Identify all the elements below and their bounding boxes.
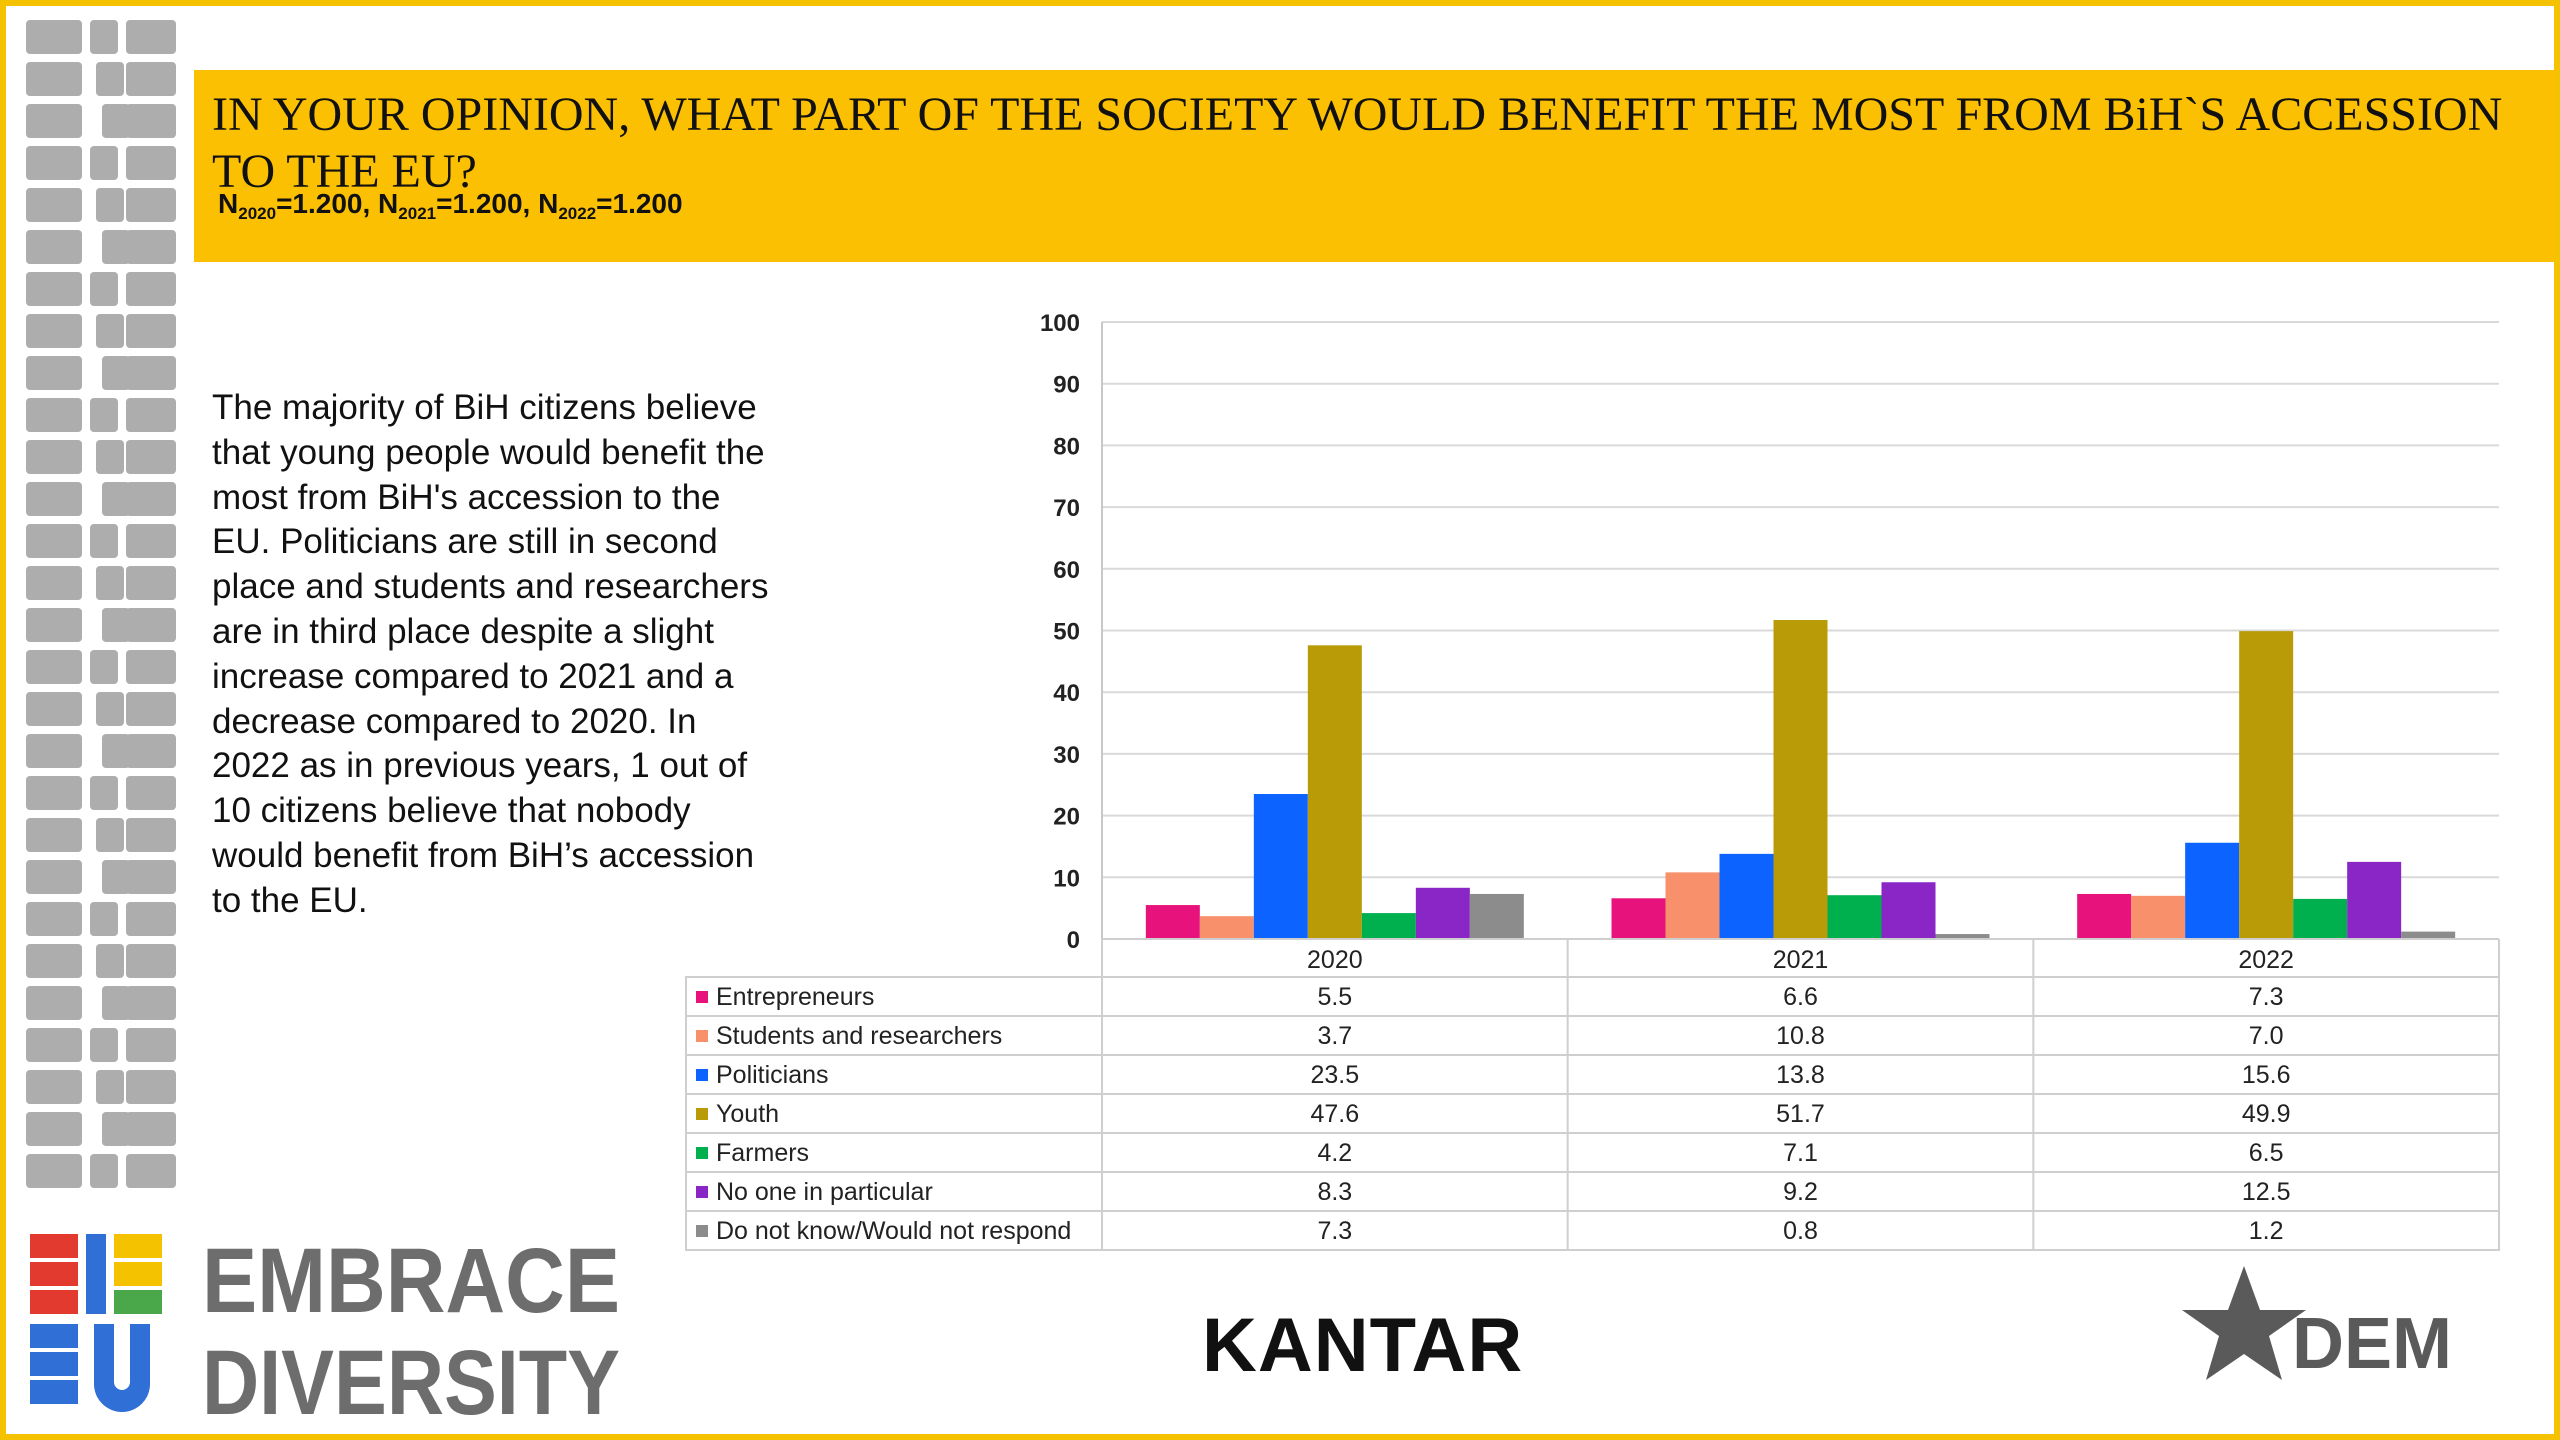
data-label: 0.8 bbox=[1783, 1217, 1818, 1245]
legend-label: Youth bbox=[716, 1100, 779, 1128]
data-label: 13.8 bbox=[1776, 1061, 1825, 1089]
title-banner: IN YOUR OPINION, WHAT PART OF THE SOCIET… bbox=[194, 70, 2554, 262]
legend-label: No one in particular bbox=[716, 1178, 933, 1206]
data-label: 7.0 bbox=[2249, 1022, 2284, 1050]
embrace-logo-line2: DIVERSITY bbox=[202, 1332, 620, 1424]
data-label: 6.6 bbox=[1783, 983, 1818, 1011]
bar bbox=[1611, 898, 1666, 939]
data-label: 51.7 bbox=[1776, 1100, 1825, 1128]
legend-label: Farmers bbox=[716, 1139, 809, 1167]
y-tick-label: 70 bbox=[1053, 495, 1080, 522]
legend-swatch bbox=[696, 1147, 708, 1159]
sample-n-2020: N2020=1.200, bbox=[218, 188, 379, 223]
bar bbox=[2185, 842, 2240, 939]
bar bbox=[1935, 934, 1990, 939]
bar bbox=[2239, 631, 2294, 939]
y-tick-label: 10 bbox=[1053, 865, 1080, 892]
y-tick-label: 40 bbox=[1053, 680, 1080, 707]
bar bbox=[1881, 882, 1936, 939]
y-tick-label: 30 bbox=[1053, 742, 1080, 769]
bar bbox=[1773, 620, 1828, 939]
bar bbox=[2077, 893, 2132, 939]
legend-label: Politicians bbox=[716, 1061, 829, 1089]
dem-star-icon bbox=[2182, 1266, 2306, 1380]
data-label: 15.6 bbox=[2242, 1061, 2291, 1089]
sample-size-note: N2020=1.200, N2021=1.200, N2022=1.200 bbox=[218, 188, 683, 224]
legend-swatch bbox=[696, 1030, 708, 1042]
x-category-label: 2022 bbox=[2238, 946, 2294, 974]
bar bbox=[1361, 913, 1416, 939]
bar bbox=[2293, 898, 2348, 939]
legend-label: Entrepreneurs bbox=[716, 983, 874, 1011]
bar bbox=[2131, 895, 2186, 939]
bar bbox=[1719, 853, 1774, 939]
kantar-logo: KANTAR bbox=[1202, 1303, 1524, 1388]
data-label: 4.2 bbox=[1317, 1139, 1352, 1167]
bar bbox=[1469, 893, 1524, 939]
y-tick-label: 80 bbox=[1053, 433, 1080, 460]
page-title: IN YOUR OPINION, WHAT PART OF THE SOCIET… bbox=[212, 88, 2503, 198]
data-label: 8.3 bbox=[1317, 1178, 1352, 1206]
data-label: 47.6 bbox=[1310, 1100, 1359, 1128]
legend-label: Do not know/Would not respond bbox=[716, 1217, 1071, 1245]
data-table-border bbox=[685, 976, 2500, 1251]
data-label: 7.3 bbox=[1317, 1217, 1352, 1245]
data-label: 49.9 bbox=[2242, 1100, 2291, 1128]
bar bbox=[1253, 794, 1308, 939]
description-text: The majority of BiH citizens believe tha… bbox=[212, 388, 769, 920]
data-label: 9.2 bbox=[1783, 1178, 1818, 1206]
x-category-label: 2021 bbox=[1773, 946, 1829, 974]
bar bbox=[1307, 645, 1362, 939]
legend-swatch bbox=[696, 1225, 708, 1237]
y-tick-label: 0 bbox=[1067, 927, 1080, 954]
bar bbox=[1415, 887, 1470, 939]
legend-label: Students and researchers bbox=[716, 1022, 1002, 1050]
data-label: 7.3 bbox=[2249, 983, 2284, 1011]
y-tick-label: 100 bbox=[1040, 310, 1080, 337]
embrace-diversity-logo: EMBRACE DIVERSITY bbox=[30, 1230, 620, 1424]
bar-chart: 0 10 20 30 40 50 60 70 80 90 100 2020 2021 2022 Entrep… bbox=[685, 310, 2500, 1251]
embrace-logo-line1: EMBRACE bbox=[202, 1230, 620, 1332]
sample-n-2021: N2021=1.200, bbox=[378, 188, 539, 223]
sample-n-2022: N2022=1.200 bbox=[538, 188, 683, 223]
legend-swatch bbox=[696, 1108, 708, 1120]
bar bbox=[1199, 916, 1254, 939]
data-label: 3.7 bbox=[1317, 1022, 1352, 1050]
data-label: 10.8 bbox=[1776, 1022, 1825, 1050]
legend-swatch bbox=[696, 1069, 708, 1081]
y-tick-label: 50 bbox=[1053, 619, 1080, 646]
x-category-label: 2020 bbox=[1307, 946, 1363, 974]
data-label: 23.5 bbox=[1310, 1061, 1359, 1089]
bar bbox=[1827, 895, 1882, 939]
brand-pattern-strip bbox=[26, 20, 176, 1188]
dem-logo: DEM bbox=[2182, 1266, 2452, 1384]
bieu-logo-mark bbox=[30, 1234, 162, 1412]
data-label: 1.2 bbox=[2249, 1217, 2284, 1245]
data-label: 7.1 bbox=[1783, 1139, 1818, 1167]
y-tick-label: 20 bbox=[1053, 804, 1080, 831]
data-label: 12.5 bbox=[2242, 1178, 2291, 1206]
bar bbox=[1665, 872, 1720, 939]
bar bbox=[2401, 931, 2456, 939]
y-tick-label: 90 bbox=[1053, 372, 1080, 399]
dem-logo-text: DEM bbox=[2292, 1304, 2452, 1384]
legend-swatch bbox=[696, 991, 708, 1003]
data-label: 5.5 bbox=[1317, 983, 1352, 1011]
bar bbox=[2347, 861, 2402, 939]
legend-swatch bbox=[696, 1186, 708, 1198]
data-label: 6.5 bbox=[2249, 1139, 2284, 1167]
y-tick-label: 60 bbox=[1053, 557, 1080, 584]
bar bbox=[1145, 905, 1200, 939]
